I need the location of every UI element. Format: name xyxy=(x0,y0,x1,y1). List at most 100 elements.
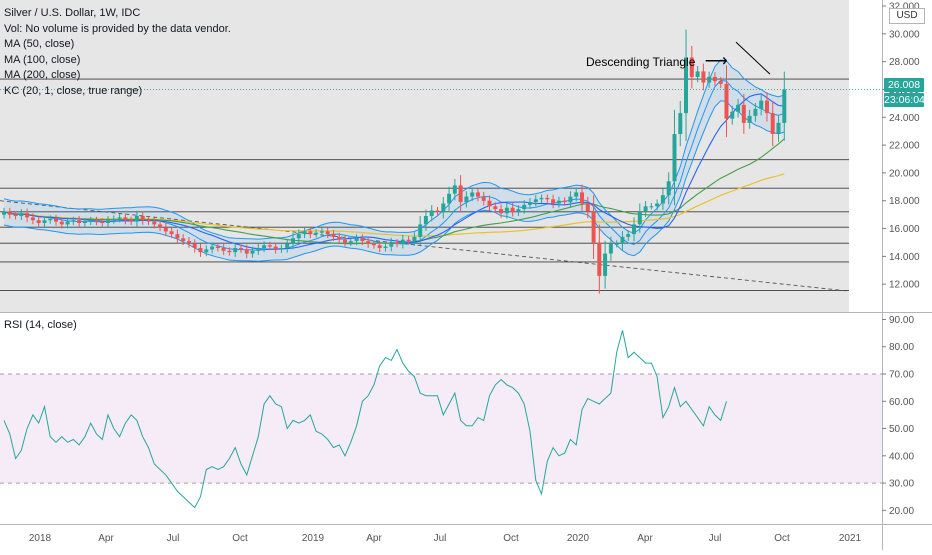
candle-body xyxy=(395,242,399,244)
candle-body xyxy=(215,246,220,248)
chart-legend: Silver / U.S. Dollar, 1W, IDC Vol: No vo… xyxy=(4,6,231,99)
candle-body xyxy=(684,57,688,114)
candles-group xyxy=(2,29,787,294)
candle-body xyxy=(377,245,382,248)
time-tick-label: 2018 xyxy=(29,533,52,544)
price-tick-label: 24.000 xyxy=(889,113,920,124)
candle-body xyxy=(418,224,423,237)
candle-body xyxy=(337,236,342,240)
candle-body xyxy=(510,207,515,212)
currency-label[interactable]: USD xyxy=(889,8,925,24)
indicator-ma50[interactable]: MA (50, close) xyxy=(4,38,75,50)
candle-body xyxy=(712,76,717,82)
candle-body xyxy=(545,197,550,200)
candle-body xyxy=(181,238,186,242)
candle-body xyxy=(539,197,544,200)
candle-body xyxy=(158,224,163,228)
candle-body xyxy=(580,192,584,204)
candle-body xyxy=(221,248,226,251)
rsi-line xyxy=(3,330,727,509)
candle-body xyxy=(689,57,694,77)
candle-body xyxy=(412,236,417,242)
candle-body xyxy=(655,203,660,207)
symbol-title[interactable]: Silver / U.S. Dollar, 1W, IDC xyxy=(4,7,141,19)
candle-body xyxy=(117,217,122,219)
candle-body xyxy=(371,243,376,246)
candle-body xyxy=(435,210,440,212)
candle-body xyxy=(256,248,261,251)
candle-body xyxy=(632,224,636,235)
candle-body xyxy=(464,196,469,203)
candle-body xyxy=(100,221,105,223)
candle-body xyxy=(701,71,706,83)
time-tick-label: Oct xyxy=(232,533,248,544)
rsi-legend[interactable]: RSI (14, close) xyxy=(4,319,77,331)
rsi-tick-label: 20.00 xyxy=(889,506,914,517)
candle-body xyxy=(279,248,284,250)
candle-body xyxy=(129,220,134,222)
candle-body xyxy=(267,245,272,247)
candle-body xyxy=(163,227,168,232)
candle-body xyxy=(140,216,145,221)
candle-body xyxy=(302,231,307,235)
candle-body xyxy=(308,231,313,235)
candle-body xyxy=(759,100,764,109)
indicator-ma100[interactable]: MA (100, close) xyxy=(4,53,81,66)
indicator-ma200[interactable]: MA (200, close) xyxy=(4,69,81,81)
price-tick-label: 12.000 xyxy=(889,280,920,291)
ma200-line xyxy=(3,173,785,237)
candle-body xyxy=(736,104,741,112)
candle-body xyxy=(7,211,12,215)
candle-body xyxy=(666,181,671,196)
candle-body xyxy=(423,216,428,225)
candle-body xyxy=(77,220,82,223)
bar-countdown-badge: 23:06:04 xyxy=(884,93,925,107)
candle-body xyxy=(366,241,371,244)
candle-body xyxy=(643,206,648,212)
candle-body xyxy=(48,218,53,221)
time-tick-label: Jul xyxy=(167,533,180,544)
candle-body xyxy=(591,211,596,243)
candle-body xyxy=(25,213,30,218)
candle-body xyxy=(360,238,365,242)
right-arrow-icon: ⟶ xyxy=(704,53,728,70)
candle-body xyxy=(152,221,157,225)
candle-body xyxy=(106,220,110,223)
candle-body xyxy=(695,71,700,77)
price-tick-label: 18.000 xyxy=(889,196,920,207)
candle-body xyxy=(42,220,47,223)
candle-body xyxy=(568,196,573,203)
candle-body xyxy=(36,220,41,223)
time-tick-label: 2020 xyxy=(567,533,590,544)
candle-body xyxy=(499,209,504,214)
ma100-line xyxy=(3,138,785,245)
candle-body xyxy=(30,217,35,221)
candle-body xyxy=(227,250,232,253)
candle-body xyxy=(400,239,405,244)
candle-body xyxy=(19,213,24,216)
rsi-band-fill xyxy=(0,374,882,484)
candle-body xyxy=(273,246,278,250)
candle-body xyxy=(244,249,249,254)
candle-body xyxy=(343,239,347,243)
time-tick-label: Jul xyxy=(709,533,722,544)
candle-body xyxy=(551,199,556,204)
candle-body xyxy=(458,185,463,203)
candle-body xyxy=(637,211,642,225)
price-tick-label: 32.000 xyxy=(889,2,920,13)
candle-body xyxy=(65,221,70,225)
trendline-dashed xyxy=(0,200,850,292)
price-tick-label: 30.000 xyxy=(889,29,920,40)
candle-body xyxy=(522,204,527,210)
rsi-tick-label: 30.00 xyxy=(889,479,914,490)
price-tick-label: 20.000 xyxy=(889,168,920,179)
indicator-volume[interactable]: Vol: No volume is provided by the data v… xyxy=(4,22,231,35)
indicator-keltner[interactable]: KC (20, 1, close, true range) xyxy=(4,84,143,97)
candle-body xyxy=(389,242,394,247)
price-tick-label: 14.000 xyxy=(889,252,920,263)
candle-body xyxy=(429,210,434,217)
candle-body xyxy=(169,231,174,235)
candle-body xyxy=(296,234,301,239)
